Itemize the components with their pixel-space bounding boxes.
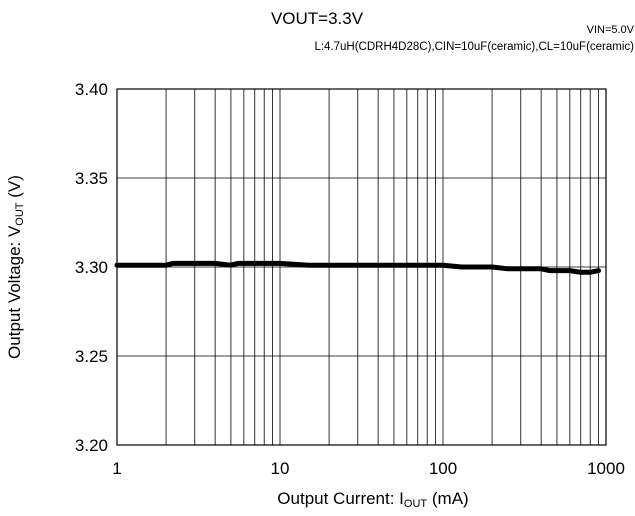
- x-tick-label: 100: [429, 459, 457, 478]
- chart-title: VOUT=3.3V: [271, 9, 364, 28]
- x-axis-label: Output Current: IOUT (mA): [277, 489, 468, 510]
- y-tick-label: 3.40: [75, 80, 108, 99]
- chart-subtitle: L:4.7uH(CDRH4D28C),CIN=10uF(ceramic),CL=…: [314, 41, 634, 53]
- x-axis: 1 10 100 1000: [112, 459, 625, 478]
- y-axis: 3.40 3.35 3.30 3.25 3.20: [75, 80, 108, 455]
- condition-label: VIN=5.0V: [587, 24, 635, 36]
- x-tick-label: 10: [271, 459, 290, 478]
- y-tick-label: 3.25: [75, 347, 108, 366]
- y-tick-label: 3.20: [75, 436, 108, 455]
- plot-area: [114, 260, 601, 275]
- y-tick-label: 3.35: [75, 169, 108, 188]
- y-axis-label: Output Voltage: VOUT (V): [5, 175, 26, 359]
- x-tick-label: 1000: [587, 459, 625, 478]
- series-line: [114, 260, 601, 275]
- x-tick-label: 1: [112, 459, 121, 478]
- y-tick-label: 3.30: [75, 258, 108, 277]
